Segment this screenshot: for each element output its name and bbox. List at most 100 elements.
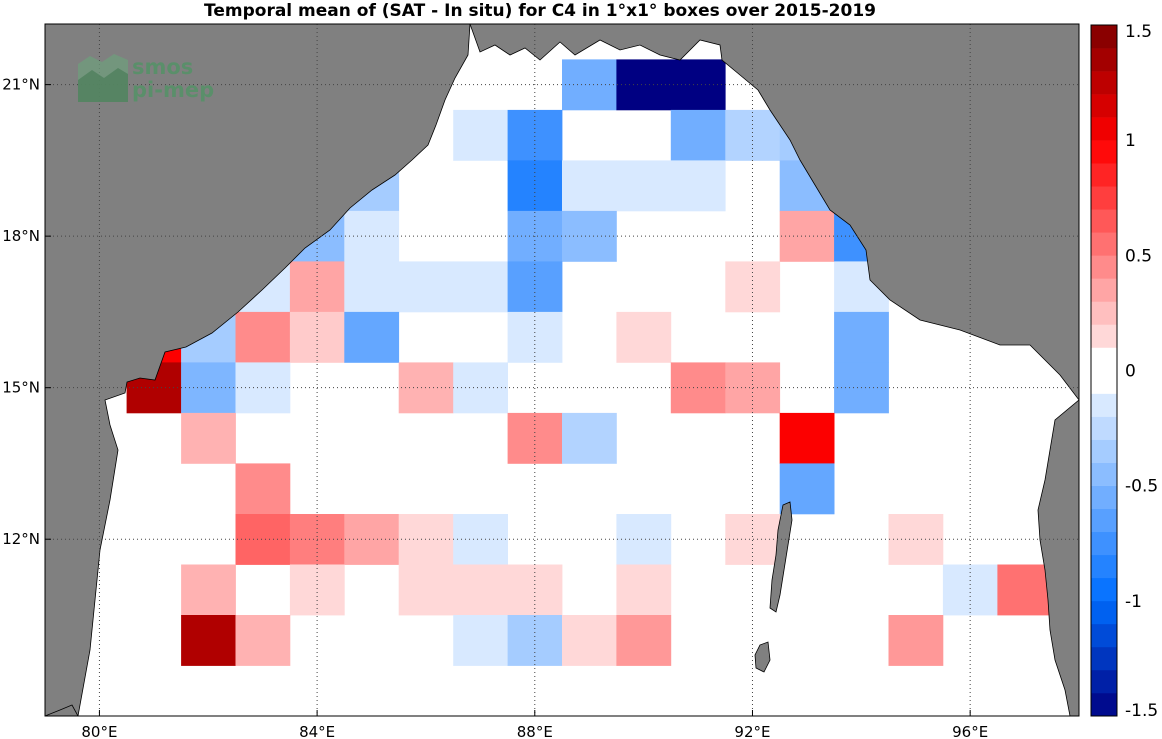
- heatmap-cell: [235, 362, 291, 414]
- colorbar-frame: [1090, 24, 1118, 717]
- heatmap-cell: [616, 59, 672, 111]
- colorbar-segment: [1091, 393, 1117, 417]
- heatmap-cell: [344, 210, 400, 262]
- y-tick-label: 18°N: [2, 227, 40, 245]
- colorbar: [1090, 24, 1118, 717]
- colorbar-segment: [1091, 25, 1117, 49]
- colorbar-segment: [1091, 370, 1117, 394]
- heatmap-cell: [670, 362, 726, 414]
- y-tick-label: 12°N: [2, 530, 40, 548]
- heatmap-cell: [398, 514, 454, 565]
- heatmap-cell: [181, 362, 236, 414]
- heatmap-cell: [834, 311, 889, 363]
- colorbar-segment: [1091, 462, 1117, 486]
- colorbar-tick-label: -1: [1125, 592, 1142, 612]
- heatmap-cell: [235, 514, 291, 565]
- land-layer: [44, 23, 1080, 717]
- colorbar-tick-label: 1: [1125, 131, 1136, 151]
- heatmap-cell: [289, 261, 345, 313]
- heatmap-cell: [670, 59, 726, 111]
- colorbar-segment: [1091, 186, 1117, 210]
- heatmap-cell: [616, 564, 672, 616]
- heatmap-cell: [507, 109, 563, 161]
- colorbar-segment: [1091, 669, 1117, 694]
- heatmap-cell: [235, 311, 291, 363]
- heatmap-cell: [670, 109, 726, 161]
- colorbar-segment: [1091, 255, 1117, 279]
- heatmap-cell: [562, 412, 617, 464]
- colorbar-segment: [1091, 163, 1117, 187]
- colorbar-segment: [1091, 94, 1117, 118]
- heatmap-cell: [235, 463, 291, 515]
- heatmap-cell: [670, 160, 726, 212]
- y-tick-label: 15°N: [2, 379, 40, 397]
- graticule: [45, 24, 1079, 716]
- colorbar-segment: [1091, 508, 1117, 533]
- colorbar-segment: [1091, 416, 1117, 440]
- heatmap-cell: [507, 311, 563, 363]
- x-tick-label: 96°E: [952, 723, 988, 739]
- colorbar-segment: [1091, 117, 1117, 141]
- heatmap-cell: [616, 514, 672, 565]
- heatmap-cell: [289, 311, 345, 363]
- colorbar-segment: [1091, 646, 1117, 671]
- heatmap-cell: [453, 564, 508, 616]
- land-sundarbans: [469, 23, 1080, 402]
- heatmap-cell: [507, 412, 563, 464]
- colorbar-segment: [1091, 140, 1117, 164]
- heatmap-cell: [453, 362, 508, 414]
- colorbar-segment: [1091, 232, 1117, 256]
- heatmap-cell: [344, 514, 400, 565]
- heatmap-cell: [344, 261, 400, 313]
- x-tick-label: 92°E: [734, 723, 770, 739]
- x-tick-label: 80°E: [81, 723, 117, 739]
- land-myanmar-coast: [1037, 399, 1080, 717]
- colorbar-segment: [1091, 692, 1117, 717]
- heatmap-cell: [453, 514, 508, 565]
- colorbar-segment: [1091, 301, 1117, 325]
- colorbar-segment: [1091, 48, 1117, 72]
- heatmap-cell: [725, 261, 781, 313]
- x-tick-label: 88°E: [517, 723, 553, 739]
- colorbar-ticks: 1.5 1 0.5 0 -0.5 -1 -1.5: [1125, 22, 1158, 721]
- heatmap-cell: [398, 362, 454, 414]
- heatmap-cell: [616, 615, 672, 666]
- heatmap-cell: [181, 564, 236, 616]
- colorbar-segment: [1091, 623, 1117, 648]
- heatmap-cell: [453, 261, 508, 313]
- heatmap-cell: [235, 615, 291, 666]
- colorbar-segment: [1091, 324, 1117, 348]
- heatmap-cell: [507, 261, 563, 313]
- colorbar-tick-label: 0: [1125, 362, 1136, 382]
- colorbar-segment: [1091, 347, 1117, 371]
- colorbar-tick-label: 1.5: [1125, 22, 1152, 42]
- heatmap-cell: [344, 311, 400, 363]
- heatmap-cell: [888, 615, 944, 666]
- logo-line1: smos: [132, 55, 193, 79]
- smos-pimep-logo: smos pi-mep: [78, 54, 214, 102]
- land-andaman-south: [754, 641, 771, 673]
- heatmap-cell: [779, 210, 835, 262]
- heatmap-cell: [453, 109, 508, 161]
- heatmap-cell: [997, 564, 1053, 616]
- colorbar-segment: [1091, 577, 1117, 602]
- land-andaman-north: [769, 501, 793, 613]
- land-india: [44, 23, 471, 717]
- colorbar-segment: [1091, 531, 1117, 556]
- heatmap-cell: [181, 615, 236, 666]
- colorbar-tick-label: 0.5: [1125, 246, 1152, 266]
- y-tick-label: 21°N: [2, 76, 40, 94]
- heatmap-cell: [888, 514, 944, 565]
- colorbar-segment: [1091, 71, 1117, 95]
- x-tick-label: 84°E: [299, 723, 335, 739]
- colorbar-segment: [1091, 554, 1117, 579]
- colorbar-tick-label: -0.5: [1125, 477, 1158, 497]
- colorbar-tick-label: -1.5: [1125, 701, 1158, 721]
- chart-title: Temporal mean of (SAT - In situ) for C4 …: [204, 1, 876, 21]
- heatmap-cells: [126, 59, 1053, 666]
- heatmap-cell: [398, 261, 454, 313]
- colorbar-segment: [1091, 439, 1117, 463]
- heatmap-cell: [562, 615, 617, 666]
- heatmap-cell: [453, 615, 508, 666]
